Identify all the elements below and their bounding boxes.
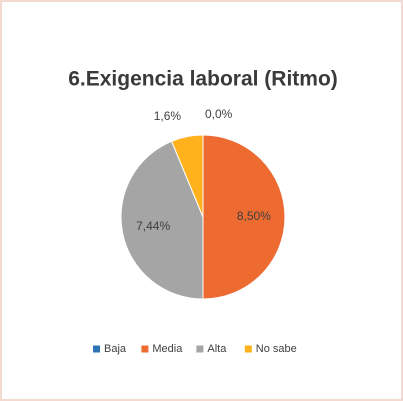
chart-title: 6.Exigencia laboral (Ritmo) (68, 68, 338, 91)
pie-slice (170, 134, 204, 218)
legend-swatch (141, 345, 149, 353)
legend-swatch (244, 345, 252, 353)
legend-swatch (196, 345, 204, 353)
data-label: 0,0% (205, 107, 233, 121)
legend-label: No sabe (256, 343, 297, 355)
data-label: 1,6% (154, 109, 182, 123)
data-label: 7,44% (136, 219, 170, 233)
data-label: 8,50% (237, 209, 271, 223)
legend-swatch (93, 345, 100, 353)
legend-label: Media (152, 343, 183, 355)
pie-slice (202, 134, 286, 300)
pie-slice (120, 140, 204, 300)
legend-label: Alta (207, 343, 227, 355)
legend-label: Baja (104, 343, 127, 355)
